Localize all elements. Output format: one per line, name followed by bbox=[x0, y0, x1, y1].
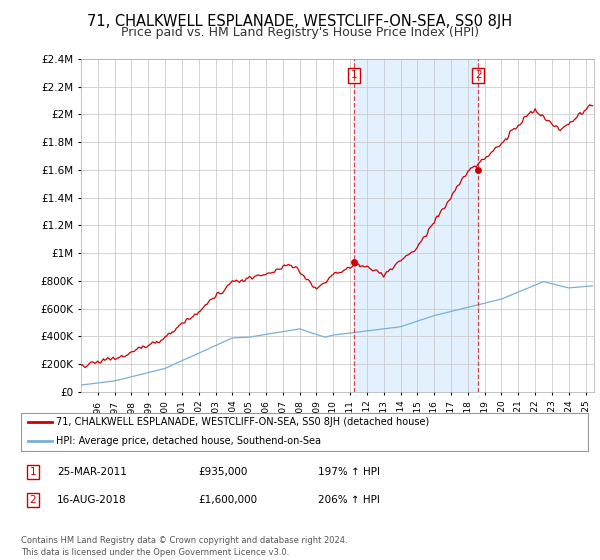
Text: 206% ↑ HPI: 206% ↑ HPI bbox=[318, 495, 380, 505]
Text: 1: 1 bbox=[350, 71, 357, 81]
Text: Contains HM Land Registry data © Crown copyright and database right 2024.
This d: Contains HM Land Registry data © Crown c… bbox=[21, 536, 347, 557]
Text: 197% ↑ HPI: 197% ↑ HPI bbox=[318, 467, 380, 477]
Text: £1,600,000: £1,600,000 bbox=[198, 495, 257, 505]
Text: 2: 2 bbox=[29, 495, 37, 505]
Text: 71, CHALKWELL ESPLANADE, WESTCLIFF-ON-SEA, SS0 8JH (detached house): 71, CHALKWELL ESPLANADE, WESTCLIFF-ON-SE… bbox=[56, 417, 430, 427]
Text: 71, CHALKWELL ESPLANADE, WESTCLIFF-ON-SEA, SS0 8JH: 71, CHALKWELL ESPLANADE, WESTCLIFF-ON-SE… bbox=[88, 14, 512, 29]
Text: £935,000: £935,000 bbox=[198, 467, 247, 477]
Text: HPI: Average price, detached house, Southend-on-Sea: HPI: Average price, detached house, Sout… bbox=[56, 436, 321, 446]
Text: 1: 1 bbox=[29, 467, 37, 477]
Text: 2: 2 bbox=[475, 71, 482, 81]
Text: 25-MAR-2011: 25-MAR-2011 bbox=[57, 467, 127, 477]
Text: 16-AUG-2018: 16-AUG-2018 bbox=[57, 495, 127, 505]
Bar bbox=[354, 59, 478, 392]
Text: Price paid vs. HM Land Registry's House Price Index (HPI): Price paid vs. HM Land Registry's House … bbox=[121, 26, 479, 39]
